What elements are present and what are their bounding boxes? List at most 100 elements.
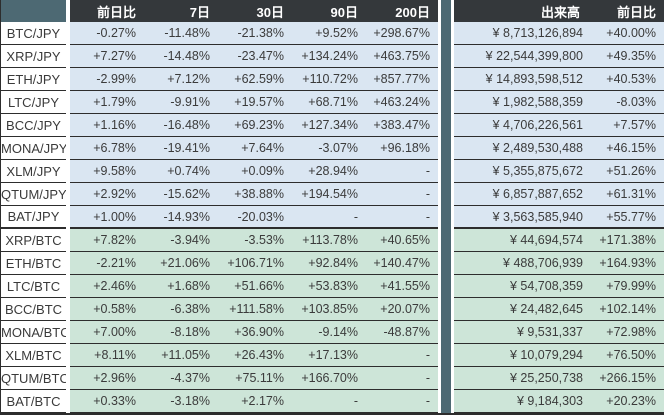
column-gutter — [66, 321, 70, 344]
pair-label: XRP/BTC — [1, 229, 66, 252]
column-gutter — [438, 183, 441, 206]
cell-volume: ¥ 24,482,645 — [454, 298, 588, 321]
section-divider-bar — [441, 45, 451, 68]
section-divider-bar — [441, 321, 451, 344]
pair-label: BCC/JPY — [1, 114, 66, 137]
column-gutter — [451, 367, 454, 390]
cell-90d: - — [292, 206, 366, 229]
col-header-7d: 7日 — [144, 0, 218, 22]
column-gutter — [438, 390, 441, 413]
column-gutter — [438, 160, 441, 183]
cell-volume-day-change: +49.35% — [588, 45, 664, 68]
cell-volume-day-change: +266.15% — [588, 367, 664, 390]
column-gutter — [66, 68, 70, 91]
corner-cell — [1, 0, 66, 22]
cell-90d: +92.84% — [292, 252, 366, 275]
section-divider-bar — [441, 160, 451, 183]
section-divider-bar — [441, 91, 451, 114]
cell-30d: -3.53% — [218, 229, 292, 252]
cell-day-change: -2.21% — [70, 252, 144, 275]
column-gutter — [438, 114, 441, 137]
cell-day-change: +1.16% — [70, 114, 144, 137]
column-gutter — [451, 114, 454, 137]
table-row: ETH/BTC -2.21% +21.06% +106.71% +92.84% +140.… — [1, 252, 664, 275]
section-divider-bar — [441, 114, 451, 137]
table-row: QTUM/BTC +2.96% -4.37% +75.11% +166.70% - ¥ 25… — [1, 367, 664, 390]
section-divider-bar — [441, 137, 451, 160]
cell-volume: ¥ 4,706,226,561 — [454, 114, 588, 137]
cell-volume-day-change: +102.14% — [588, 298, 664, 321]
cell-day-change: +2.92% — [70, 183, 144, 206]
cell-200d: +857.77% — [366, 68, 438, 91]
cell-200d: +463.24% — [366, 91, 438, 114]
column-gutter — [66, 206, 70, 229]
column-gutter — [66, 183, 70, 206]
cell-volume-day-change: +20.23% — [588, 390, 664, 413]
cell-30d: +2.17% — [218, 390, 292, 413]
section-divider-bar — [441, 68, 451, 91]
table-row: XRP/BTC +7.82% -3.94% -3.53% +113.78% +40.65%… — [1, 229, 664, 252]
cell-30d: -23.47% — [218, 45, 292, 68]
cell-day-change: +8.11% — [70, 344, 144, 367]
column-gutter — [66, 137, 70, 160]
pair-label: BCC/BTC — [1, 298, 66, 321]
cell-7d: -3.18% — [144, 390, 218, 413]
column-gutter — [66, 160, 70, 183]
table-row: ETH/JPY -2.99% +7.12% +62.59% +110.72% +857.7… — [1, 68, 664, 91]
cell-volume: ¥ 2,489,530,488 — [454, 137, 588, 160]
cell-volume-day-change: +40.00% — [588, 22, 664, 45]
cell-day-change: +7.82% — [70, 229, 144, 252]
section-divider-bar — [441, 390, 451, 413]
pair-label: BTC/JPY — [1, 22, 66, 45]
cell-volume: ¥ 25,250,738 — [454, 367, 588, 390]
cell-90d: +127.34% — [292, 114, 366, 137]
cell-7d: -8.18% — [144, 321, 218, 344]
cell-90d: - — [292, 390, 366, 413]
column-gutter — [438, 0, 441, 22]
cell-volume: ¥ 14,893,598,512 — [454, 68, 588, 91]
cell-volume: ¥ 3,563,585,940 — [454, 206, 588, 229]
column-gutter — [438, 321, 441, 344]
cell-30d: -20.03% — [218, 206, 292, 229]
column-gutter — [438, 45, 441, 68]
cell-volume-day-change: -8.03% — [588, 91, 664, 114]
pair-label: QTUM/JPY — [1, 183, 66, 206]
column-gutter — [66, 229, 70, 252]
cell-30d: +111.58% — [218, 298, 292, 321]
table-row: BCC/BTC +0.58% -6.38% +111.58% +103.85% +20.0… — [1, 298, 664, 321]
section-divider-bar — [441, 22, 451, 45]
cell-day-change: +2.96% — [70, 367, 144, 390]
column-gutter — [451, 252, 454, 275]
cell-200d: +20.07% — [366, 298, 438, 321]
cell-30d: +51.66% — [218, 275, 292, 298]
column-gutter — [438, 68, 441, 91]
cell-day-change: +9.58% — [70, 160, 144, 183]
cell-volume: ¥ 6,857,887,652 — [454, 183, 588, 206]
section-divider-bar — [441, 344, 451, 367]
cell-90d: +103.85% — [292, 298, 366, 321]
table-row: LTC/JPY +1.79% -9.91% +19.57% +68.71% +463.24… — [1, 91, 664, 114]
cell-day-change: +1.00% — [70, 206, 144, 229]
column-gutter — [451, 229, 454, 252]
pair-label: MONA/BTC — [1, 321, 66, 344]
section-divider-bar — [441, 206, 451, 229]
table-row: XLM/JPY +9.58% +0.74% +0.09% +28.94% - ¥ 5,355… — [1, 160, 664, 183]
cell-day-change: +6.78% — [70, 137, 144, 160]
cell-volume-day-change: +76.50% — [588, 344, 664, 367]
cell-day-change: +0.58% — [70, 298, 144, 321]
section-divider-bar — [441, 0, 451, 22]
column-gutter — [66, 114, 70, 137]
cell-90d: +17.13% — [292, 344, 366, 367]
cell-90d: +9.52% — [292, 22, 366, 45]
column-gutter — [451, 22, 454, 45]
column-gutter — [451, 390, 454, 413]
pair-label: XRP/JPY — [1, 45, 66, 68]
cell-200d: +40.65% — [366, 229, 438, 252]
header-row: 前日比 7日 30日 90日 200日 出来高 前日比 — [1, 0, 664, 22]
cell-200d: +96.18% — [366, 137, 438, 160]
cell-volume: ¥ 54,708,359 — [454, 275, 588, 298]
cell-volume: ¥ 488,706,939 — [454, 252, 588, 275]
column-gutter — [438, 229, 441, 252]
section-divider-bar — [441, 298, 451, 321]
cell-volume-day-change: +171.38% — [588, 229, 664, 252]
